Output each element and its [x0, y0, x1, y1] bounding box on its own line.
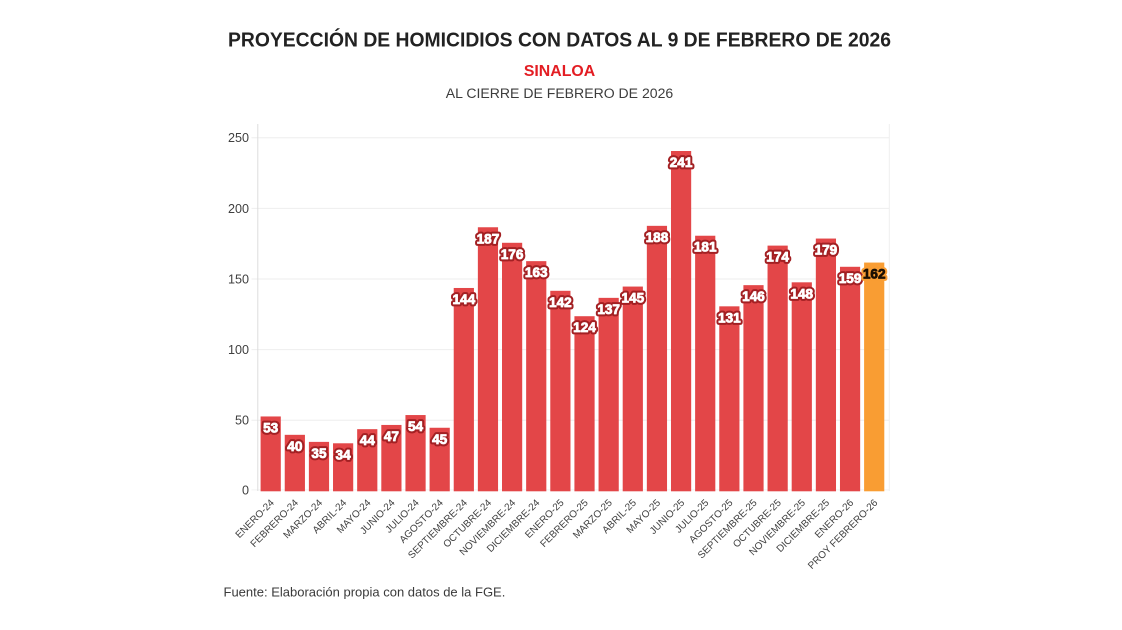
svg-text:34: 34: [336, 447, 352, 462]
svg-text:124: 124: [573, 320, 596, 335]
svg-text:145: 145: [621, 291, 644, 306]
svg-text:45: 45: [432, 432, 448, 447]
svg-text:142: 142: [549, 295, 572, 310]
svg-text:146: 146: [742, 289, 765, 304]
svg-text:40: 40: [287, 439, 302, 454]
svg-text:AL CIERRE DE FEBRERO DE 2026: AL CIERRE DE FEBRERO DE 2026: [446, 85, 674, 101]
svg-text:146: 146: [742, 289, 765, 304]
svg-text:179: 179: [815, 243, 838, 258]
svg-text:148: 148: [790, 286, 813, 301]
svg-text:200: 200: [228, 202, 249, 216]
svg-text:142: 142: [549, 295, 572, 310]
svg-text:47: 47: [384, 429, 399, 444]
svg-text:45: 45: [432, 432, 448, 447]
svg-text:PROYECCIÓN DE HOMICIDIOS CON D: PROYECCIÓN DE HOMICIDIOS CON DATOS AL 9 …: [228, 28, 891, 52]
svg-text:34: 34: [336, 447, 352, 462]
svg-text:44: 44: [360, 433, 376, 448]
svg-text:131: 131: [718, 310, 741, 325]
svg-text:0: 0: [242, 483, 249, 497]
svg-text:174: 174: [766, 250, 789, 265]
svg-text:145: 145: [621, 291, 644, 306]
svg-text:53: 53: [263, 420, 279, 435]
svg-text:137: 137: [597, 302, 620, 317]
svg-text:176: 176: [501, 247, 524, 262]
svg-text:162: 162: [863, 267, 886, 282]
svg-text:124: 124: [573, 320, 596, 335]
svg-text:250: 250: [228, 131, 249, 145]
svg-text:47: 47: [384, 429, 399, 444]
svg-text:144: 144: [452, 292, 475, 307]
svg-text:181: 181: [694, 240, 717, 255]
svg-text:100: 100: [228, 343, 249, 357]
svg-text:241: 241: [670, 155, 693, 170]
svg-text:35: 35: [311, 446, 327, 461]
svg-text:176: 176: [501, 247, 524, 262]
svg-text:159: 159: [839, 271, 862, 286]
svg-text:54: 54: [408, 419, 424, 434]
svg-text:163: 163: [525, 265, 548, 280]
svg-text:137: 137: [597, 302, 620, 317]
svg-text:Fuente: Elaboración propia con: Fuente: Elaboración propia con datos de …: [224, 584, 506, 599]
svg-text:241: 241: [670, 155, 693, 170]
svg-text:162: 162: [863, 267, 886, 282]
svg-text:188: 188: [646, 230, 669, 245]
svg-text:144: 144: [452, 292, 475, 307]
svg-text:159: 159: [839, 271, 862, 286]
svg-text:187: 187: [477, 231, 500, 246]
svg-text:188: 188: [646, 230, 669, 245]
svg-text:50: 50: [235, 414, 249, 428]
svg-text:179: 179: [815, 243, 838, 258]
svg-text:163: 163: [525, 265, 548, 280]
svg-text:53: 53: [263, 420, 279, 435]
svg-text:131: 131: [718, 310, 741, 325]
svg-text:44: 44: [360, 433, 376, 448]
svg-text:35: 35: [311, 446, 327, 461]
svg-text:187: 187: [477, 231, 500, 246]
svg-text:181: 181: [694, 240, 717, 255]
svg-text:SINALOA: SINALOA: [524, 63, 596, 80]
svg-text:150: 150: [228, 272, 249, 286]
svg-text:148: 148: [790, 286, 813, 301]
svg-text:174: 174: [766, 250, 789, 265]
svg-text:54: 54: [408, 419, 424, 434]
svg-text:40: 40: [287, 439, 302, 454]
